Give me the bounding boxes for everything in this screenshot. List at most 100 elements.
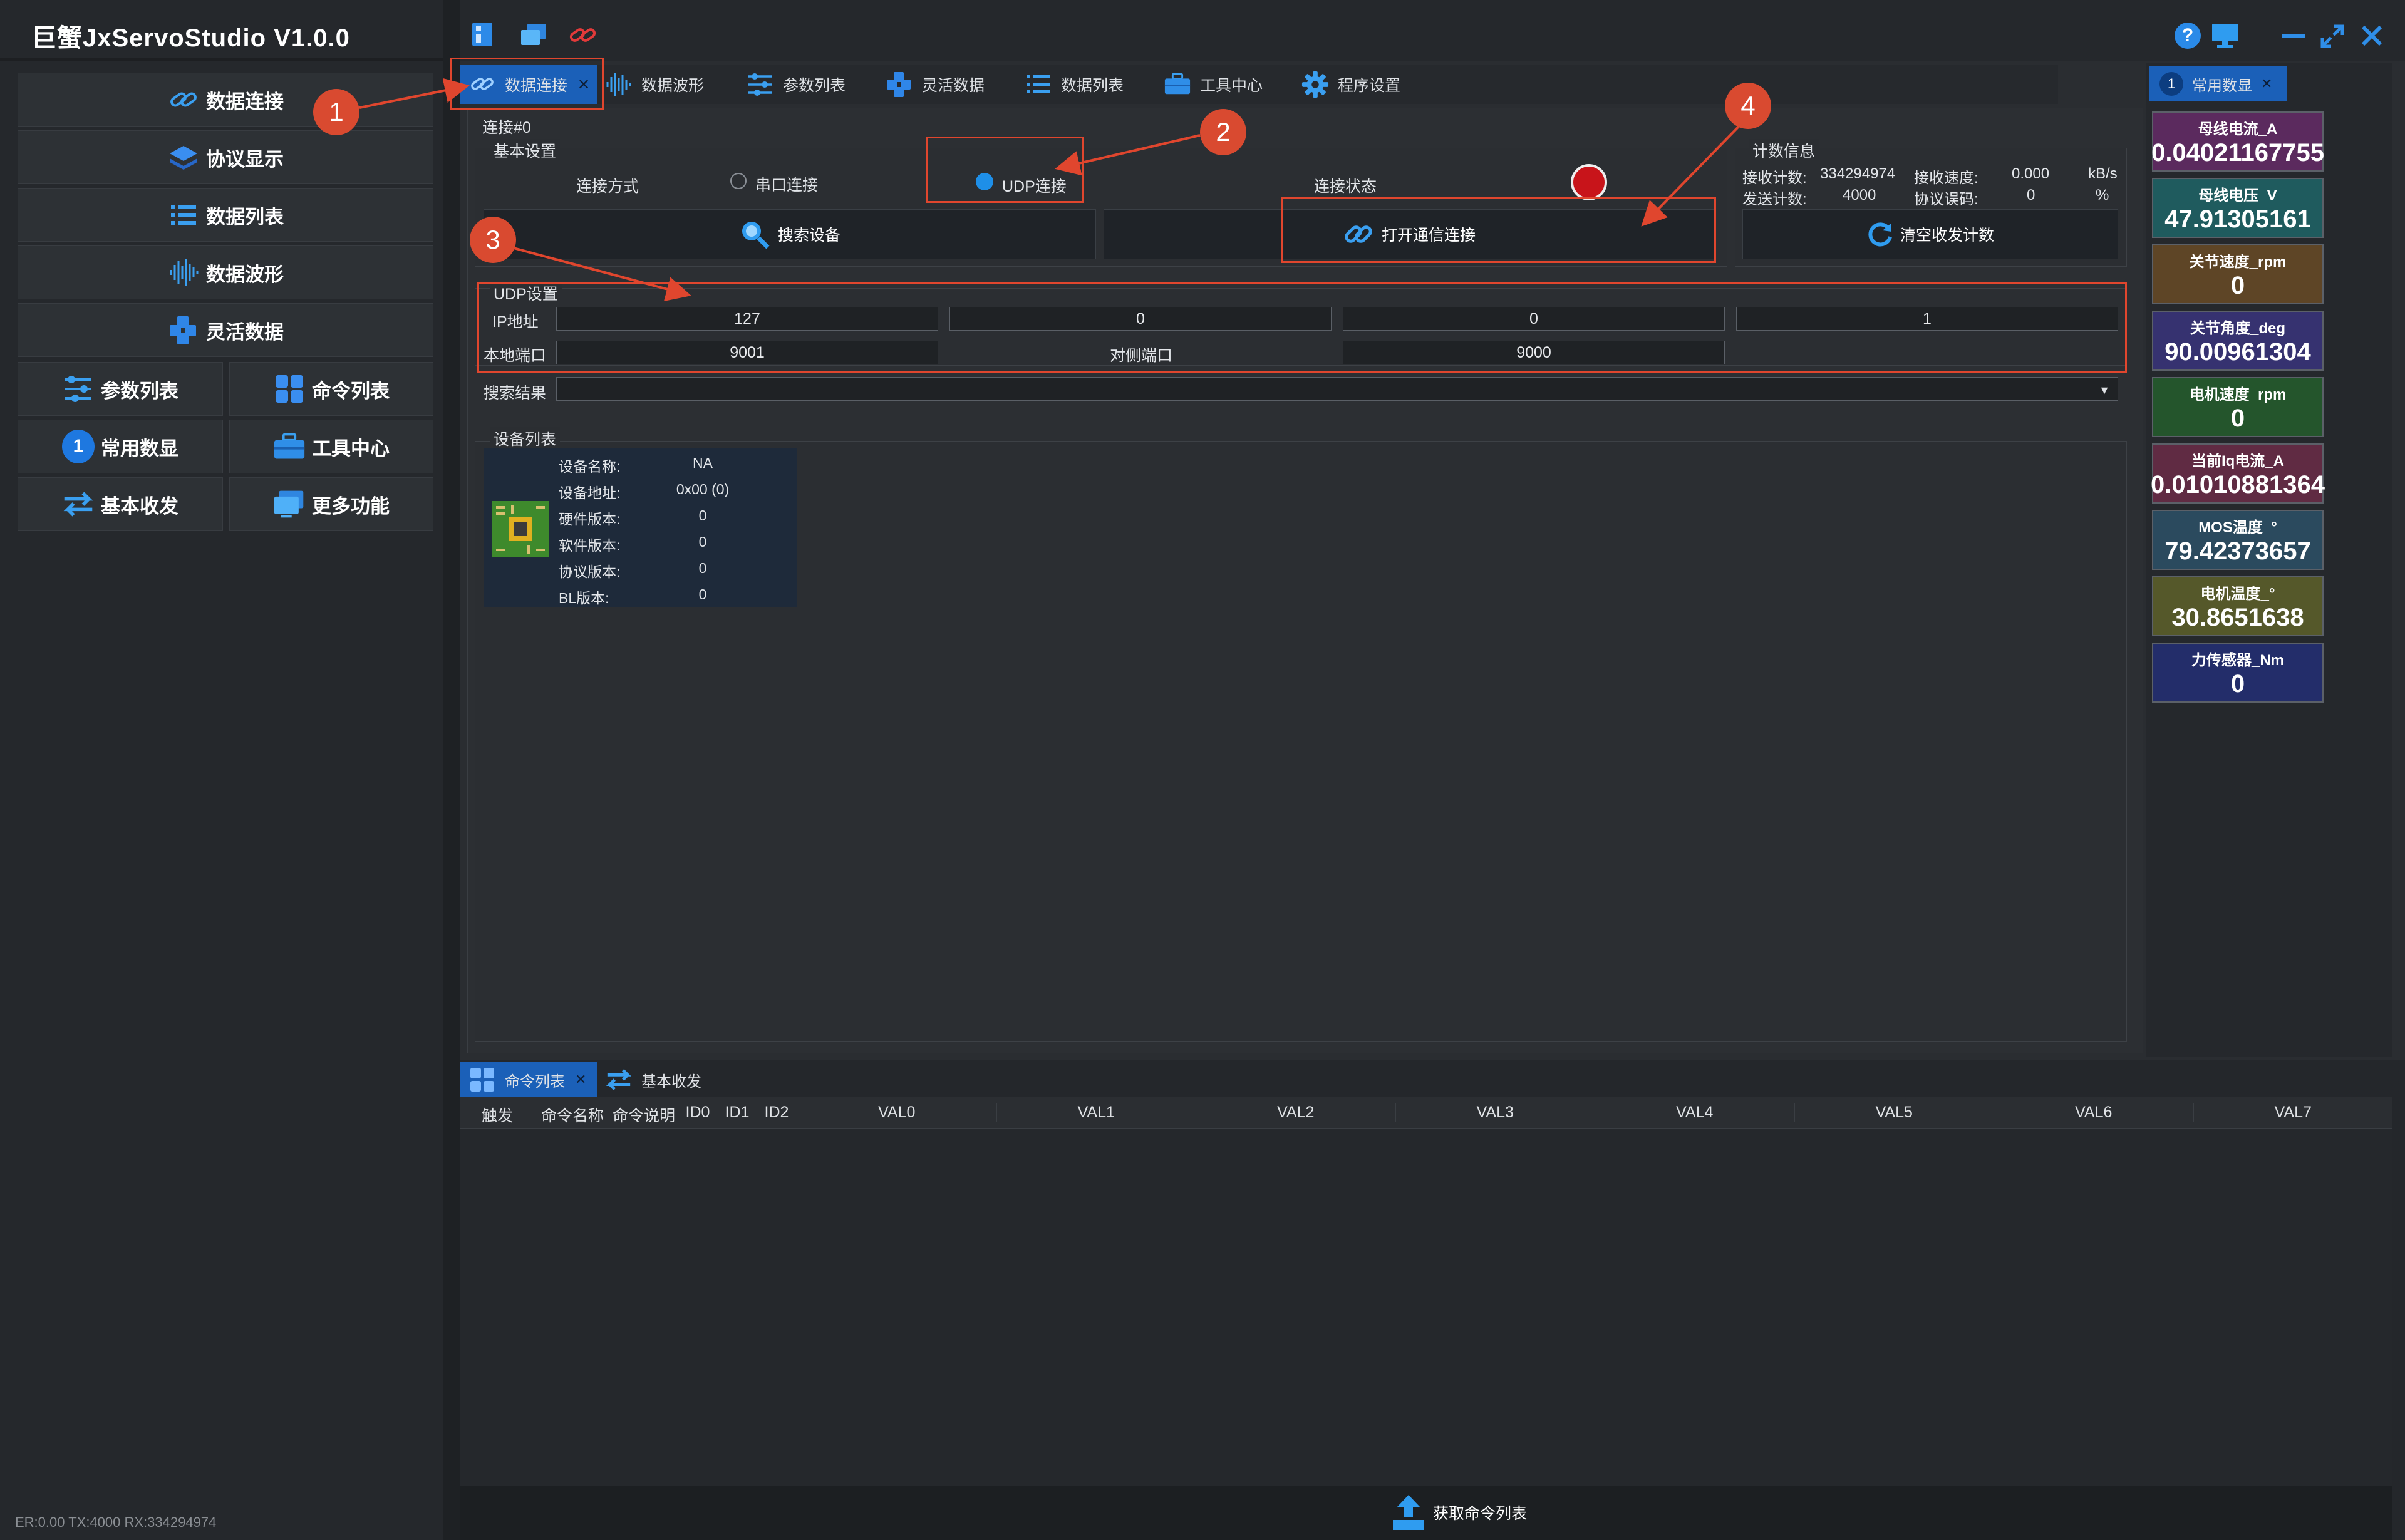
link-icon (468, 71, 496, 98)
open-connection-button[interactable]: 打开通信连接 (1104, 209, 1715, 259)
list-icon (167, 199, 200, 231)
command-table-body (460, 1129, 2392, 1486)
column-header[interactable]: ID0 (685, 1103, 710, 1121)
clear-counter-button[interactable]: 清空收发计数 (1742, 209, 2118, 259)
tab-flex-data[interactable]: 灵活数据 (886, 65, 1011, 104)
callout-4: 4 (1725, 83, 1771, 129)
tab-tool-center[interactable]: 工具中心 (1164, 65, 1289, 104)
toolbox-icon (1164, 71, 1191, 98)
tab-data-list[interactable]: 数据列表 (1025, 65, 1150, 104)
chevron-down-icon[interactable]: ▼ (2099, 384, 2110, 396)
tab-label: 工具中心 (1200, 77, 1263, 95)
tab-command-list[interactable]: 命令列表 ✕ (460, 1062, 597, 1097)
search-result-select[interactable]: ▼ (556, 377, 2118, 401)
chain-red-icon[interactable] (569, 23, 597, 48)
device-field-value: 0 (698, 507, 707, 524)
sidebar-item-param-list[interactable]: 参数列表 (18, 362, 223, 416)
tab-basic-txrx[interactable]: 基本收发 (605, 1062, 743, 1097)
button-label: 清空收发计数 (1900, 227, 1994, 244)
tab-label: 程序设置 (1338, 77, 1401, 95)
sidebar-item-data-connect[interactable]: 数据连接 (18, 73, 433, 127)
local-port-input[interactable]: 9001 (556, 341, 938, 364)
sidebar-item-label: 协议显示 (206, 148, 284, 170)
maximize-icon[interactable] (2320, 24, 2345, 49)
sidebar-item-waveform[interactable]: 数据波形 (18, 245, 433, 299)
windows-icon[interactable] (520, 23, 547, 48)
serial-radio-label[interactable]: 串口连接 (755, 177, 819, 194)
waveform-icon (605, 71, 633, 98)
tab-data-connect[interactable]: 数据连接 ✕ (460, 65, 597, 104)
serial-radio[interactable] (730, 173, 747, 189)
get-command-list-button[interactable]: 获取命令列表 (1353, 1489, 1566, 1536)
ip-octet-2-input[interactable]: 0 (949, 307, 1332, 331)
column-header[interactable]: 触发 (481, 1107, 513, 1125)
metric-card-title: 关节角度_deg (2190, 319, 2285, 337)
column-header[interactable]: ID1 (725, 1103, 750, 1121)
tab-close-icon[interactable]: ✕ (577, 76, 591, 93)
column-header[interactable]: VAL5 (1794, 1103, 1994, 1122)
column-header[interactable]: VAL6 (1994, 1103, 2193, 1122)
device-field-label: 软件版本: (559, 537, 621, 554)
tab-waveform[interactable]: 数据波形 (605, 65, 730, 104)
help-icon[interactable]: ? (2175, 23, 2201, 49)
highlight-box-open (1281, 197, 1716, 263)
tab-label: 参数列表 (783, 77, 846, 95)
sidebar-item-flex-data[interactable]: 灵活数据 (18, 303, 433, 357)
device-field-label: BL版本: (559, 590, 609, 606)
metric-card-value: 30.8651638 (2171, 603, 2304, 631)
tab-close-icon[interactable]: ✕ (2261, 76, 2273, 91)
device-card[interactable]: 设备名称: NA 设备地址: 0x00 (0) 硬件版本: 0 软件版本: 0 … (484, 448, 797, 607)
udp-radio-label[interactable]: UDP连接 (1002, 178, 1067, 195)
column-header[interactable]: 命令说明 (612, 1107, 675, 1125)
column-header[interactable]: VAL0 (797, 1103, 996, 1122)
column-header[interactable]: VAL3 (1395, 1103, 1595, 1122)
connection-status-label: 连接状态 (1314, 178, 1377, 195)
tab-close-icon[interactable]: ✕ (575, 1072, 587, 1087)
column-header[interactable]: ID2 (764, 1103, 789, 1121)
column-header[interactable]: VAL1 (996, 1103, 1196, 1122)
device-field-label: 协议版本: (559, 564, 621, 580)
search-device-button[interactable]: 搜索设备 (484, 209, 1096, 259)
sidebar-item-data-list[interactable]: 数据列表 (18, 188, 433, 242)
remote-port-input[interactable]: 9000 (1343, 341, 1725, 364)
device-icon[interactable] (471, 21, 494, 48)
close-window-icon[interactable] (2360, 24, 2384, 48)
sidebar-item-tool-center[interactable]: 工具中心 (229, 420, 433, 473)
sidebar-item-label: 工具中心 (312, 437, 390, 460)
column-header[interactable]: 命令名称 (540, 1107, 604, 1125)
sidebar-item-label: 参数列表 (101, 380, 178, 402)
command-table-header (460, 1097, 2392, 1129)
tab-params[interactable]: 参数列表 (747, 65, 872, 104)
error-rate-value: 0 (2027, 187, 2035, 204)
sidebar-item-basic-txrx[interactable]: 基本收发 (18, 477, 223, 531)
metric-card-value: 0.01010881364 (2150, 470, 2325, 499)
metric-card-title: 母线电压_V (2198, 187, 2277, 204)
tab-common-display[interactable]: 1 常用数显 ✕ (2149, 66, 2287, 101)
display-icon[interactable] (2211, 23, 2240, 49)
metric-card-title: 电机温度_° (2200, 585, 2275, 602)
ip-octet-1-input[interactable]: 127 (556, 307, 938, 331)
column-header[interactable]: VAL2 (1196, 1103, 1395, 1122)
minimize-icon[interactable] (2282, 34, 2305, 38)
sidebar-item-common-display[interactable]: 1 常用数显 (18, 420, 223, 473)
connection-status-indicator (1571, 164, 1607, 200)
app-title: 巨蟹JxServoStudio V1.0.0 (31, 24, 350, 52)
udp-radio[interactable] (976, 173, 993, 190)
sidebar-item-more[interactable]: 更多功能 (229, 477, 433, 531)
ip-octet-4-input[interactable]: 1 (1736, 307, 2118, 331)
sidebar-item-protocol[interactable]: 协议显示 (18, 130, 433, 184)
metric-card-value: 0 (2230, 669, 2245, 698)
callout-3: 3 (470, 217, 516, 263)
sidebar-item-cmd-list[interactable]: 命令列表 (229, 362, 433, 416)
search-result-label: 搜索结果 (484, 385, 547, 402)
connection-mode-label: 连接方式 (576, 178, 639, 195)
metric-card: 关节速度_rpm 0 (2152, 244, 2324, 304)
device-field-label: 设备地址: (559, 485, 621, 501)
ip-octet-3-input[interactable]: 0 (1343, 307, 1725, 331)
tab-settings[interactable]: 程序设置 (1301, 65, 1433, 104)
command-footer (460, 1486, 2392, 1540)
tx-count-label: 发送计数: (1742, 191, 1807, 208)
column-header[interactable]: VAL7 (2193, 1103, 2393, 1122)
column-header[interactable]: VAL4 (1595, 1103, 1794, 1122)
